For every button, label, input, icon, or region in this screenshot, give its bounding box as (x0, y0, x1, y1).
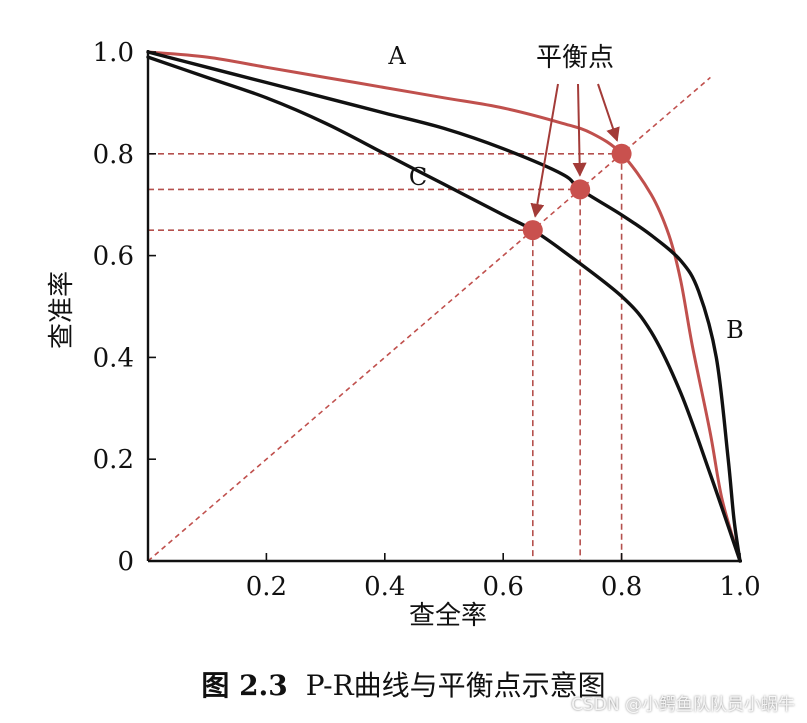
figure-title: P-R曲线与平衡点示意图 (305, 669, 606, 702)
y-tick-label: 1.0 (93, 38, 134, 68)
annotation-arrow-b (572, 83, 587, 177)
diagonal-line (147, 76, 711, 562)
curve-c (146, 55, 742, 563)
y-tick-label: 0.2 (93, 445, 134, 475)
annotation-layer: 平衡点 (530, 43, 620, 218)
x-tick-label: 1.0 (719, 572, 760, 602)
annotation-arrow-c (530, 83, 559, 218)
tick-labels: 0 0.2 0.4 0.6 0.8 1.0 0.2 0.4 0.6 0.8 1.0 查全率 查准率 (47, 38, 761, 631)
x-axis-title: 查全率 (409, 601, 487, 631)
break-even-guides (148, 153, 623, 561)
annotation-arrow-a (597, 83, 620, 142)
y-tick-label: 0.8 (93, 140, 134, 170)
curve-labels: A B C (387, 42, 743, 344)
curve-label-c: C (409, 163, 427, 191)
figure-caption: 图 2.3 P-R曲线与平衡点示意图 (0, 664, 807, 704)
curve-label-a: A (387, 42, 406, 70)
break-even-point-b (570, 179, 591, 200)
curve-label-b: B (726, 316, 744, 344)
x-tick-label: 0.6 (483, 572, 524, 602)
diagonal-layer (147, 76, 711, 562)
axes (146, 50, 742, 563)
watermark: CSDN @小鳄鱼队队员小蜗牛 (571, 695, 795, 715)
break-even-point-c (522, 220, 543, 241)
y-axis-title: 查准率 (47, 271, 77, 349)
x-tick-label: 0.4 (364, 572, 405, 602)
break-even-annotation: 平衡点 (536, 43, 614, 73)
break-even-point-a (611, 143, 632, 164)
y-tick-label: 0 (117, 547, 134, 577)
x-tick-label: 0.2 (246, 572, 287, 602)
curve-a (146, 50, 742, 563)
pr-chart: 0 0.2 0.4 0.6 0.8 1.0 0.2 0.4 0.6 0.8 1.0 查全率 查准率 A B… (47, 38, 761, 631)
y-tick-label: 0.6 (93, 242, 134, 272)
figure-number: 图 2.3 (201, 669, 288, 702)
y-tick-label: 0.4 (93, 343, 134, 373)
x-tick-label: 0.8 (601, 572, 642, 602)
break-even-points (522, 143, 632, 241)
